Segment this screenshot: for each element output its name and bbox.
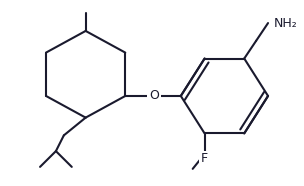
Text: F: F xyxy=(201,153,208,166)
Text: NH₂: NH₂ xyxy=(274,17,298,30)
Text: O: O xyxy=(149,89,159,102)
